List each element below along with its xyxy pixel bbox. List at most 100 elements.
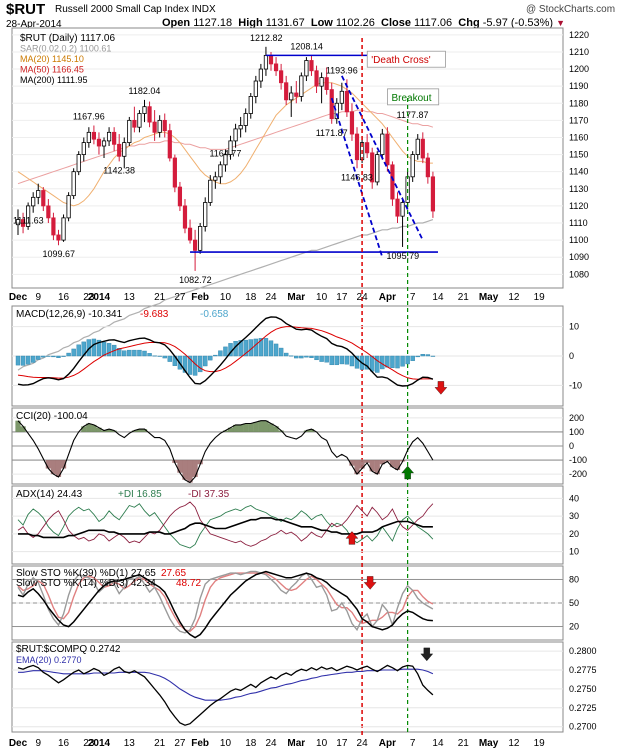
candle-body-56	[299, 75, 304, 97]
trendline-3	[341, 75, 424, 241]
macd-hist-bar-2	[25, 355, 31, 365]
candle-body-15	[91, 131, 96, 140]
low-label: Low	[310, 17, 333, 29]
macd-signal-line	[17, 326, 433, 380]
candle-body-17	[101, 140, 107, 147]
cci-fill-neg-35	[192, 460, 198, 477]
cci-fill-pos-16	[96, 427, 102, 432]
macd-hist-bar-10	[66, 352, 71, 357]
adx-arrow-0	[345, 531, 359, 545]
open-label: Open	[162, 17, 191, 29]
macd-tick-1: 0	[569, 351, 574, 361]
price-legend-2: MA(20) 1145.10	[20, 54, 84, 64]
ma50-line	[17, 109, 434, 185]
adx-tick-1: 30	[569, 511, 579, 521]
macd-hist-bar-4	[36, 355, 41, 360]
top-axis-tick-14: 17	[336, 292, 348, 303]
candle-body-81	[425, 157, 430, 178]
candle-body-41	[223, 154, 228, 166]
macd-hist-bar-64	[339, 355, 345, 365]
macd-hist-bar-59	[314, 355, 319, 361]
macd-hist-bar-41	[223, 346, 228, 357]
ma200-line	[17, 219, 434, 371]
price-tick-1130: 1130	[569, 184, 588, 194]
ratio-tick-3: 0.2725	[569, 703, 597, 713]
bottom-axis-tick-0: Dec	[9, 738, 28, 749]
price-label-12: 1177.87	[397, 110, 429, 120]
candle-body-24	[137, 113, 142, 128]
cci-fill-pos-48	[258, 420, 264, 432]
macd-hist-bar-0	[15, 355, 21, 366]
macd-hist-bar-22	[127, 349, 132, 357]
adx-tick-2: 20	[569, 529, 579, 539]
index-name: Russell 2000 Small Cap Index INDX	[55, 4, 216, 15]
macd-hist-bar-20	[116, 348, 122, 357]
cci-fill-pos-24	[136, 429, 143, 432]
candle-body-69	[365, 142, 370, 154]
bottom-axis-tick-20: May	[479, 738, 499, 749]
adx-legend-1: +DI 16.85	[118, 489, 162, 500]
callout-box-0	[366, 50, 446, 68]
candle-body-67	[354, 133, 360, 161]
macd-tick-0: 10	[569, 322, 579, 332]
price-tick-1160: 1160	[569, 132, 588, 142]
bottom-axis-tick-18: 14	[432, 738, 444, 749]
trendline-2	[330, 97, 384, 258]
macd-hist-bar-79	[415, 355, 420, 358]
candle-body-29	[162, 119, 167, 132]
candle-body-38	[208, 179, 213, 203]
cci-fill-neg-68	[359, 460, 365, 469]
cci-fill-pos-18	[106, 429, 112, 432]
top-axis-tick-20: May	[479, 292, 499, 303]
cci-fill-neg-9	[60, 460, 67, 469]
cci-fill-pos-1	[20, 426, 26, 432]
top-axis-tick-1: 9	[35, 292, 41, 303]
cci-fill-neg-8	[55, 460, 62, 477]
low-value: 1102.26	[335, 17, 375, 29]
price-label-9: 1208.14	[290, 41, 323, 51]
candle-body-30	[167, 130, 172, 159]
candle-body-7	[51, 217, 56, 236]
candle-body-51	[273, 63, 279, 72]
candle-body-13	[81, 142, 86, 155]
cci-fill-neg-7	[50, 460, 57, 475]
cci-fill-neg-73	[384, 460, 390, 462]
bottom-axis-tick-16: Apr	[379, 738, 396, 749]
macd-hist-bar-77	[405, 355, 410, 365]
sto-tick-0: 80	[569, 574, 579, 584]
price-label-2: 1167.96	[73, 112, 105, 122]
ratio-arrow-0	[420, 647, 434, 662]
candle-body-28	[157, 119, 162, 133]
candle-body-9	[61, 217, 66, 241]
macd-hist-bar-81	[425, 354, 431, 357]
macd-hist-bar-9	[61, 355, 66, 357]
macd-hist-bar-1	[20, 355, 26, 366]
ratio-ema-line	[18, 668, 434, 701]
cci-fill-neg-33	[182, 460, 188, 480]
macd-legend-1: -9.683	[140, 309, 169, 320]
macd-hist-bar-54	[289, 355, 294, 357]
candle-body-42	[228, 140, 233, 155]
cci-fill-pos-0	[15, 420, 21, 432]
candle-body-32	[177, 186, 183, 207]
ratio-line	[17, 664, 434, 726]
ratio-legend-1: EMA(20) 0.2770	[16, 655, 82, 665]
chg-value: -5.97 (-0.53%)	[482, 17, 554, 29]
macd-hist-bar-55	[294, 355, 299, 359]
cci-fill-pos-17	[101, 430, 107, 432]
candle-body-72	[380, 133, 385, 155]
macd-hist-bar-65	[344, 355, 350, 365]
cci-fill-neg-36	[197, 460, 203, 465]
price-label-6: 1164.77	[209, 148, 241, 158]
cci-fill-pos-43	[232, 424, 239, 432]
price-tick-1110: 1110	[569, 218, 588, 228]
candle-body-3	[31, 196, 36, 207]
candle-body-4	[36, 190, 41, 198]
candle-body-62	[329, 89, 334, 120]
bottom-axis-tick-19: 21	[458, 738, 470, 749]
ma20-line	[17, 82, 433, 207]
cci-fill-neg-74	[389, 460, 396, 468]
macd-hist-bar-38	[208, 355, 213, 361]
panel-frame-5	[11, 641, 564, 733]
macd-hist-bar-35	[192, 355, 198, 376]
